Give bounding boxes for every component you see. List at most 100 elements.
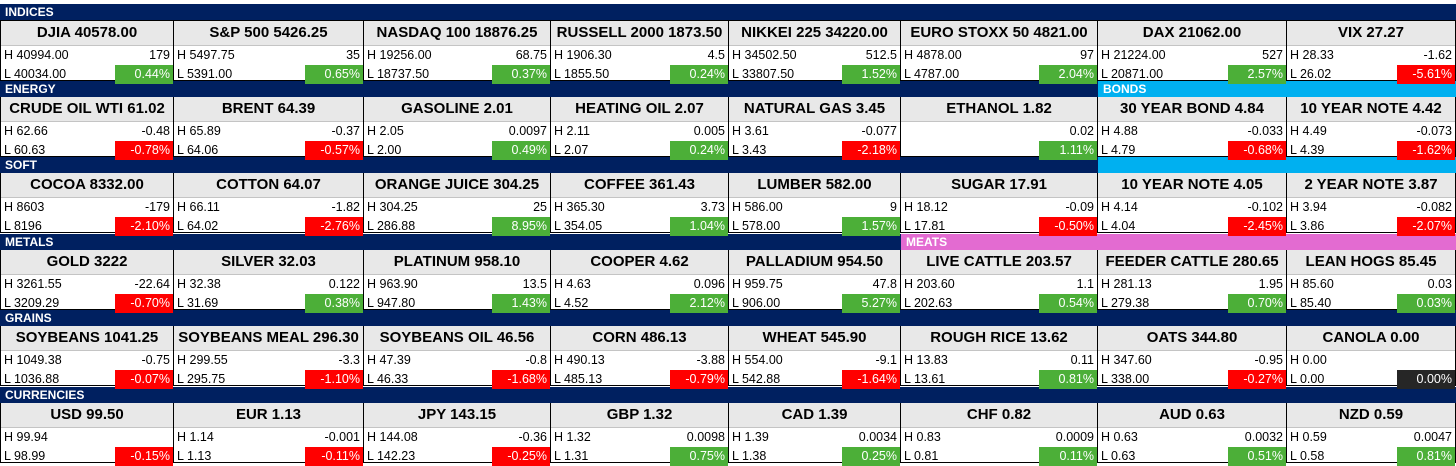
quote-title: PALLADIUM 954.50	[729, 250, 900, 275]
quote-high-row: H 281.13 1.95	[1098, 275, 1286, 294]
quote-low: L 0.81	[904, 449, 939, 463]
section-header-currencies: CURRENCIES	[0, 387, 1456, 404]
quote-high: H 586.00	[732, 200, 783, 214]
quote-low-row: L 338.00 -0.27%	[1098, 370, 1286, 389]
quote-low: L 31.69	[177, 296, 219, 310]
quote-percent-badge: 5.27%	[842, 294, 900, 313]
quote-low: L 1036.88	[4, 372, 60, 386]
quote-low-row: L 17.81 -0.50%	[901, 217, 1097, 236]
quote-high: H 3261.55	[4, 277, 62, 291]
quote-cell: CANOLA 0.00 H 0.00 L 0.00 0.00%	[1287, 326, 1456, 389]
quote-high-row: H 13.83 0.11	[901, 351, 1097, 370]
quote-percent-badge: 8.95%	[492, 217, 550, 236]
quote-high-row: H 586.00 9	[729, 198, 900, 217]
quote-cell: DJIA 40578.00 H 40994.00 179 L 40034.00 0.44…	[0, 21, 174, 84]
quote-low: L 3.43	[732, 143, 767, 157]
quote-high: H 203.60	[904, 277, 955, 291]
quote-low: L 906.00	[732, 296, 781, 310]
quote-change: 179	[149, 48, 170, 62]
quote-low-row: L 64.06 -0.57%	[174, 141, 363, 160]
quote-change: -0.36	[518, 430, 548, 444]
quote-high: H 32.38	[177, 277, 221, 291]
quote-title: SOYBEANS 1041.25	[1, 326, 173, 351]
quote-low: L 4.39	[1290, 143, 1325, 157]
quote-cell: 30 YEAR BOND 4.84 H 4.88 -0.033 L 4.79 -0.68…	[1098, 97, 1287, 160]
quote-percent-badge: -0.11%	[305, 447, 363, 466]
quote-low-row: L 1.38 0.25%	[729, 447, 900, 466]
quote-high-row: H 3.94 -0.082	[1287, 198, 1455, 217]
quote-change: 0.0032	[1244, 430, 1283, 444]
quote-cell: GASOLINE 2.01 H 2.05 0.0097 L 2.00 0.49%	[364, 97, 551, 160]
quote-title: 10 YEAR NOTE 4.05	[1098, 173, 1286, 198]
quote-low: L 17.81	[904, 219, 946, 233]
quote-high: H 304.25	[367, 200, 418, 214]
quote-low-row: L 4.04 -2.45%	[1098, 217, 1286, 236]
quote-high: H 4.14	[1101, 200, 1138, 214]
quote-low: L 485.13	[554, 372, 603, 386]
quote-cell: COFFEE 361.43 H 365.30 3.73 L 354.05 1.04%	[551, 173, 729, 236]
quote-cell: COOPER 4.62 H 4.63 0.096 L 4.52 2.12%	[551, 250, 729, 313]
quote-percent-badge: -2.10%	[115, 217, 173, 236]
quote-high: H 1049.38	[4, 353, 62, 367]
quote-high: H 99.94	[4, 430, 48, 444]
quote-low-row: L 60.63 -0.78%	[1, 141, 173, 160]
quote-title: CANOLA 0.00	[1287, 326, 1455, 351]
quote-low-row: L 31.69 0.38%	[174, 294, 363, 313]
quote-high-row: H 28.33 -1.62	[1287, 46, 1455, 65]
quote-low-row: L 906.00 5.27%	[729, 294, 900, 313]
quote-change: 0.005	[693, 124, 725, 138]
quote-percent-badge: -0.15%	[115, 447, 173, 466]
quote-low-row: 1.11%	[901, 141, 1097, 160]
quote-title: ROUGH RICE 13.62	[901, 326, 1097, 351]
quote-low: L 279.38	[1101, 296, 1150, 310]
quote-low: L 0.63	[1101, 449, 1136, 463]
quote-cell: 2 YEAR NOTE 3.87 H 3.94 -0.082 L 3.86 -2.07%	[1287, 173, 1456, 236]
quote-change: -1.62	[1423, 48, 1453, 62]
quote-cell: SOYBEANS OIL 46.56 H 47.39 -0.8 L 46.33 -1.6…	[364, 326, 551, 389]
quote-low: L 542.88	[732, 372, 781, 386]
quote-high-row: H 5497.75 35	[174, 46, 363, 65]
quote-low: L 2.00	[367, 143, 402, 157]
quote-high: H 1.14	[177, 430, 214, 444]
quote-low: L 4787.00	[904, 67, 960, 81]
section-header-metals: METALS	[0, 234, 901, 251]
quote-change: -1.82	[331, 200, 361, 214]
quote-high-row: H 2.05 0.0097	[364, 122, 550, 141]
quote-high-row: H 299.55 -3.3	[174, 351, 363, 370]
quote-change: -179	[144, 200, 170, 214]
quote-percent-badge: 0.24%	[670, 65, 728, 84]
quote-change: 0.03	[1427, 277, 1452, 291]
quote-high-row: H 62.66 -0.48	[1, 122, 173, 141]
quote-percent-badge: -0.50%	[1039, 217, 1097, 236]
quote-change: 25	[533, 200, 547, 214]
quote-cell: 10 YEAR NOTE 4.05 H 4.14 -0.102 L 4.04 -2.45…	[1098, 173, 1287, 236]
quote-high-row: H 47.39 -0.8	[364, 351, 550, 370]
quote-low-row: L 98.99 -0.15%	[1, 447, 173, 466]
quote-title: OATS 344.80	[1098, 326, 1286, 351]
quote-cell: LUMBER 582.00 H 586.00 9 L 578.00 1.57%	[729, 173, 901, 236]
quote-title: COTTON 64.07	[174, 173, 363, 198]
quote-high: H 490.13	[554, 353, 605, 367]
quote-high: H 66.11	[177, 200, 220, 214]
quote-change: 0.11	[1070, 353, 1094, 367]
quote-low-row: L 578.00 1.57%	[729, 217, 900, 236]
quote-cell: WHEAT 545.90 H 554.00 -9.1 L 542.88 -1.64%	[729, 326, 901, 389]
quote-change: 0.0034	[858, 430, 897, 444]
quote-cell: COCOA 8332.00 H 8603 -179 L 8196 -2.10%	[0, 173, 174, 236]
quote-high-row: H 959.75 47.8	[729, 275, 900, 294]
quote-percent-badge: 1.52%	[842, 65, 900, 84]
quote-low: L 26.02	[1290, 67, 1332, 81]
quote-cell: CORN 486.13 H 490.13 -3.88 L 485.13 -0.79%	[551, 326, 729, 389]
quote-percent-badge: -1.68%	[492, 370, 550, 389]
quote-low-row: L 40034.00 0.44%	[1, 65, 173, 84]
quote-change: 35	[346, 48, 360, 62]
quote-low: L 0.58	[1290, 449, 1325, 463]
quote-high-row: H 21224.00 527	[1098, 46, 1286, 65]
quote-high-row: H 347.60 -0.95	[1098, 351, 1286, 370]
quote-change: -9.1	[875, 353, 897, 367]
quote-high-row: H 0.00	[1287, 351, 1455, 370]
quote-low-row: L 5391.00 0.65%	[174, 65, 363, 84]
quote-high-row: H 304.25 25	[364, 198, 550, 217]
section-header-meats: MEATS	[901, 234, 1456, 251]
quote-title: COFFEE 361.43	[551, 173, 728, 198]
